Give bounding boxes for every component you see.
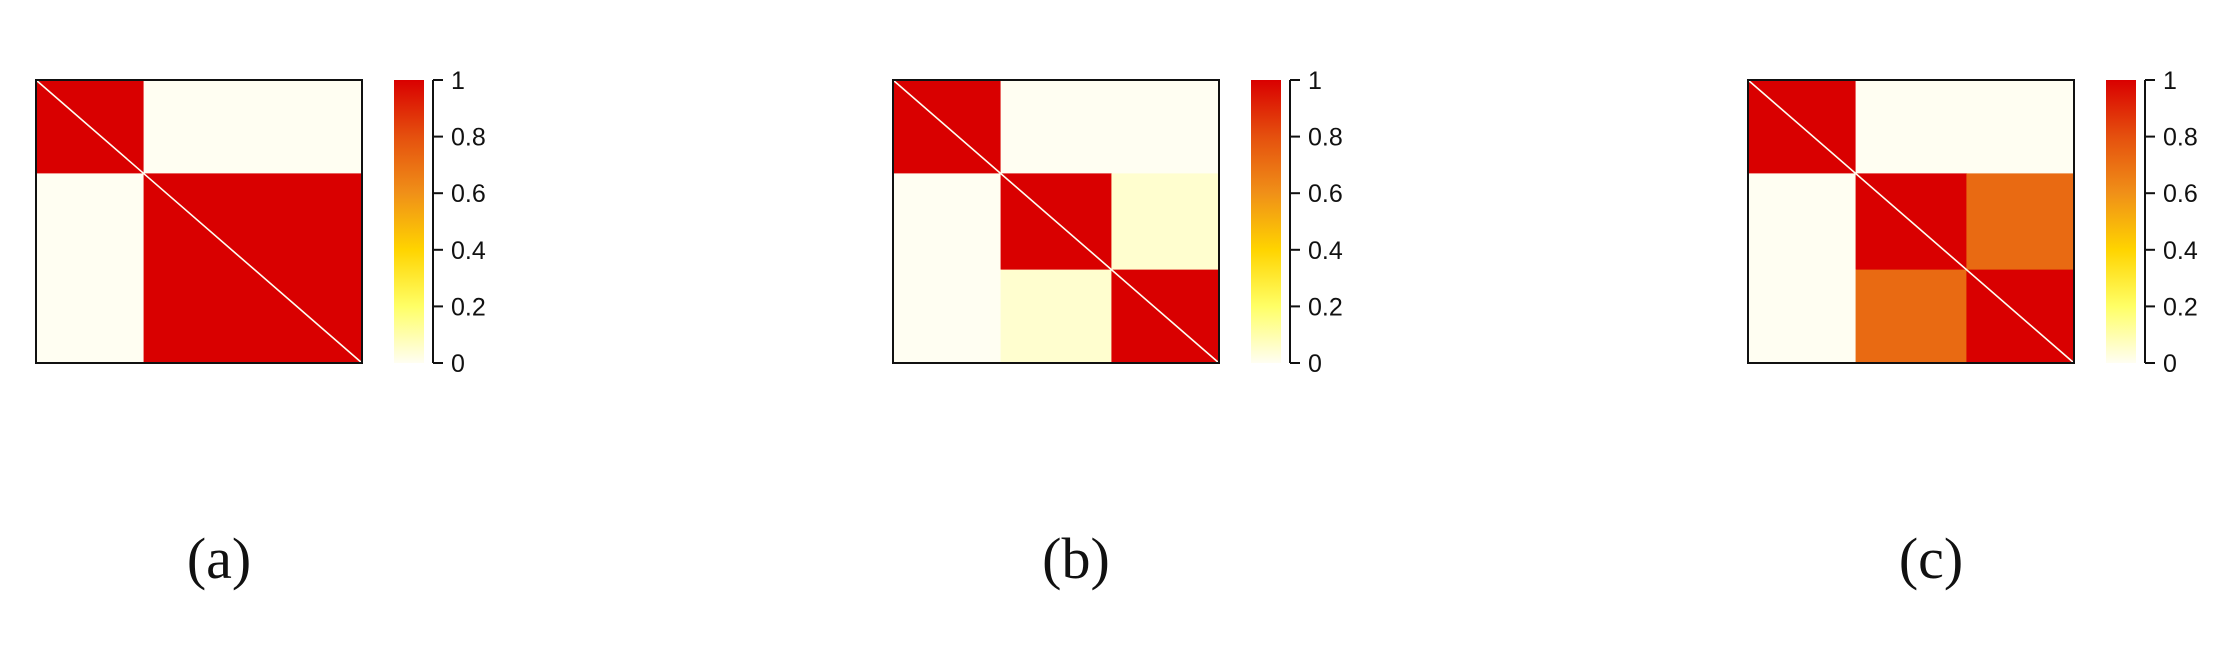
panel-label: (c) xyxy=(1899,526,1963,591)
colorbar-tick-label: 0 xyxy=(2163,350,2177,378)
colorbar-tick-label: 1 xyxy=(2163,67,2177,95)
heatmap-cell xyxy=(1000,269,1113,364)
heatmap-diagonal xyxy=(35,79,363,364)
heatmap-cell xyxy=(143,80,363,174)
heatmap-cell xyxy=(1966,173,2075,271)
colorbar xyxy=(2106,80,2136,363)
colorbar-tick-label: 0.2 xyxy=(451,293,486,321)
heatmap-cell xyxy=(1000,80,1113,174)
colorbar-tick-label: 1 xyxy=(1308,67,1322,95)
colorbar-tick-label: 0.4 xyxy=(451,237,486,265)
colorbar xyxy=(394,80,424,363)
colorbar-tick-label: 0.8 xyxy=(2163,124,2198,152)
colorbar-tick-label: 0.8 xyxy=(451,124,486,152)
heatmap-cell xyxy=(36,173,145,364)
colorbar-tick-label: 0.6 xyxy=(451,180,486,208)
heatmap-panel: 0 0.2 0.4 0.6 0.8 1 (c) xyxy=(1747,67,2198,591)
colorbar-tick-label: 0 xyxy=(451,350,465,378)
heatmap-cell xyxy=(1748,173,1857,271)
colorbar-tick-label: 0.2 xyxy=(2163,293,2198,321)
heatmap-cell xyxy=(1748,269,1857,364)
heatmap-diagonal xyxy=(1747,79,2075,364)
colorbar-tick-label: 0.4 xyxy=(2163,237,2198,265)
heatmap-frame xyxy=(892,79,1220,364)
heatmap-cell xyxy=(1966,80,2075,174)
heatmap-diagonal xyxy=(892,79,1220,364)
colorbar xyxy=(1251,80,1281,363)
heatmap-cell xyxy=(1855,80,1968,174)
colorbar-tick-label: 0.2 xyxy=(1308,293,1343,321)
panel-label: (a) xyxy=(187,526,251,591)
heatmap-cell xyxy=(1855,269,1968,364)
heatmap-cell xyxy=(1111,173,1220,271)
heatmap-panel: 0 0.2 0.4 0.6 0.8 1 (a) xyxy=(35,67,486,591)
colorbar-tick-label: 0.6 xyxy=(2163,180,2198,208)
heatmap-panel: 0 0.2 0.4 0.6 0.8 1 (b) xyxy=(892,67,1343,591)
colorbar-tick-label: 1 xyxy=(451,67,465,95)
colorbar-tick-label: 0.6 xyxy=(1308,180,1343,208)
heatmap-cell xyxy=(893,269,1002,364)
heatmap-cell xyxy=(893,173,1002,271)
heatmap-frame xyxy=(35,79,363,364)
colorbar-tick-label: 0 xyxy=(1308,350,1322,378)
heatmap-frame xyxy=(1747,79,2075,364)
colorbar-tick-label: 0.4 xyxy=(1308,237,1343,265)
heatmap-cell xyxy=(1111,80,1220,174)
colorbar-tick-label: 0.8 xyxy=(1308,124,1343,152)
panel-label: (b) xyxy=(1042,526,1110,591)
